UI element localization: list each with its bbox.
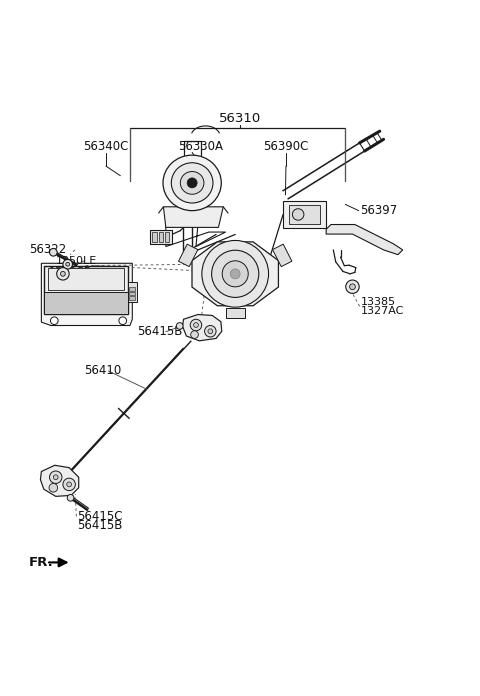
Bar bbox=[129, 287, 135, 290]
Circle shape bbox=[66, 262, 70, 266]
Text: 1350LE: 1350LE bbox=[56, 256, 97, 266]
Polygon shape bbox=[273, 244, 292, 267]
Bar bbox=[44, 266, 128, 313]
Polygon shape bbox=[41, 263, 132, 326]
Circle shape bbox=[53, 475, 58, 480]
Bar bbox=[48, 268, 124, 290]
Polygon shape bbox=[326, 225, 403, 255]
Text: 56415C: 56415C bbox=[77, 510, 123, 523]
Ellipse shape bbox=[171, 163, 213, 203]
Circle shape bbox=[49, 248, 57, 256]
Circle shape bbox=[57, 267, 69, 280]
Text: 13385: 13385 bbox=[360, 297, 396, 307]
Polygon shape bbox=[192, 242, 278, 306]
Circle shape bbox=[212, 251, 259, 297]
Text: 56330A: 56330A bbox=[178, 140, 223, 152]
Circle shape bbox=[346, 280, 359, 294]
Bar bbox=[289, 205, 321, 223]
Bar bbox=[283, 200, 326, 228]
Text: 1327AC: 1327AC bbox=[360, 306, 404, 316]
Circle shape bbox=[230, 269, 240, 278]
Circle shape bbox=[119, 317, 127, 324]
Circle shape bbox=[60, 271, 65, 276]
Circle shape bbox=[67, 482, 72, 487]
Circle shape bbox=[208, 329, 213, 333]
Circle shape bbox=[176, 323, 183, 329]
Polygon shape bbox=[179, 244, 198, 267]
Circle shape bbox=[190, 319, 202, 331]
Circle shape bbox=[191, 331, 198, 338]
Text: 56340C: 56340C bbox=[84, 140, 129, 152]
Text: 56415B: 56415B bbox=[137, 325, 182, 338]
Circle shape bbox=[63, 478, 75, 491]
Bar bbox=[129, 292, 135, 295]
Bar bbox=[128, 283, 137, 301]
Text: 56390C: 56390C bbox=[263, 140, 309, 152]
Bar bbox=[151, 230, 171, 244]
Bar bbox=[44, 292, 128, 313]
Circle shape bbox=[204, 326, 216, 337]
Ellipse shape bbox=[163, 155, 221, 211]
Polygon shape bbox=[163, 207, 223, 228]
Text: 56322: 56322 bbox=[29, 244, 67, 256]
Circle shape bbox=[202, 240, 269, 307]
Circle shape bbox=[49, 484, 58, 492]
Bar bbox=[158, 232, 163, 242]
Text: 56397: 56397 bbox=[360, 204, 397, 217]
Circle shape bbox=[67, 494, 74, 501]
Circle shape bbox=[49, 471, 62, 484]
Polygon shape bbox=[40, 465, 79, 496]
Bar bbox=[153, 232, 157, 242]
Circle shape bbox=[193, 323, 198, 327]
Text: 56415B: 56415B bbox=[77, 519, 123, 532]
Bar bbox=[129, 296, 135, 300]
Polygon shape bbox=[182, 315, 222, 341]
Circle shape bbox=[63, 260, 72, 269]
Circle shape bbox=[187, 178, 197, 188]
Text: 1360CF: 1360CF bbox=[48, 267, 91, 278]
Text: 56410: 56410 bbox=[84, 365, 122, 377]
Circle shape bbox=[292, 209, 304, 220]
Polygon shape bbox=[226, 308, 245, 318]
Text: FR.: FR. bbox=[28, 556, 53, 569]
Circle shape bbox=[50, 317, 58, 324]
Ellipse shape bbox=[180, 171, 204, 194]
Circle shape bbox=[222, 261, 248, 287]
Bar bbox=[165, 232, 169, 242]
Circle shape bbox=[349, 284, 355, 290]
Text: 56310: 56310 bbox=[219, 112, 261, 125]
